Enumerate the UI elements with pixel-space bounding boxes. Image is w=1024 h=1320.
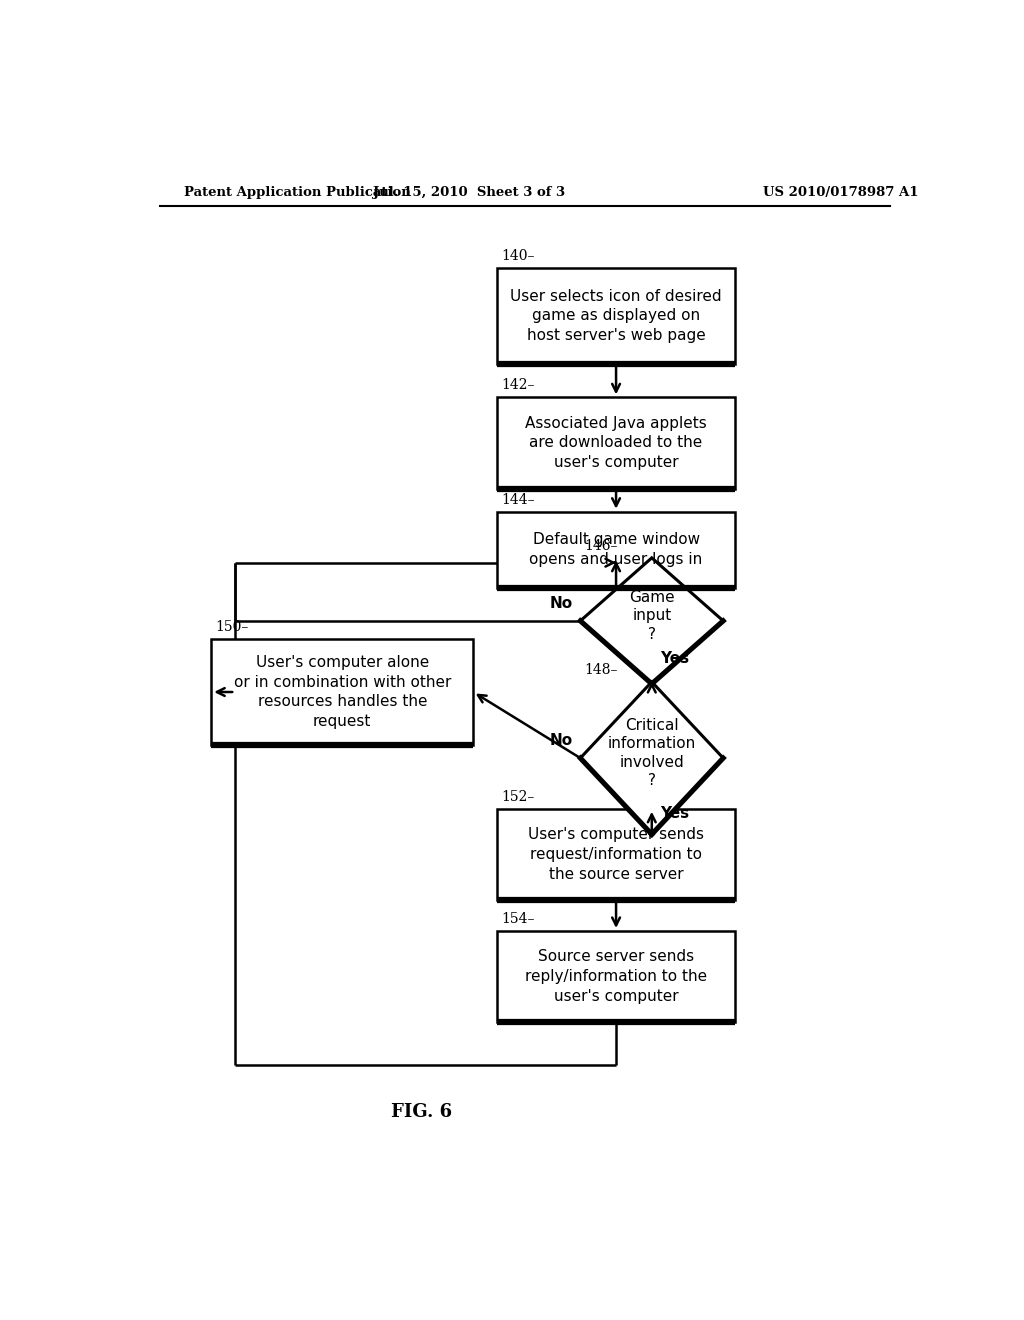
Text: Yes: Yes xyxy=(659,807,689,821)
Text: US 2010/0178987 A1: US 2010/0178987 A1 xyxy=(763,186,919,199)
Text: 150–: 150– xyxy=(215,619,249,634)
Text: User's computer alone
or in combination with other
resources handles the
request: User's computer alone or in combination … xyxy=(233,655,451,729)
Text: Yes: Yes xyxy=(659,651,689,667)
Polygon shape xyxy=(581,682,723,834)
Text: 154–: 154– xyxy=(501,912,535,925)
Bar xyxy=(497,931,735,1022)
Text: Jul. 15, 2010  Sheet 3 of 3: Jul. 15, 2010 Sheet 3 of 3 xyxy=(373,186,565,199)
Text: Patent Application Publication: Patent Application Publication xyxy=(183,186,411,199)
Text: User's computer sends
request/information to
the source server: User's computer sends request/informatio… xyxy=(528,828,705,882)
Text: User selects icon of desired
game as displayed on
host server's web page: User selects icon of desired game as dis… xyxy=(510,289,722,343)
Text: Game
input
?: Game input ? xyxy=(629,590,675,642)
Bar xyxy=(497,397,735,488)
Text: No: No xyxy=(549,733,572,748)
Text: 140–: 140– xyxy=(501,248,535,263)
Text: 152–: 152– xyxy=(501,789,535,804)
Polygon shape xyxy=(581,558,723,684)
Bar xyxy=(497,268,735,364)
Text: No: No xyxy=(549,595,572,611)
Text: FIG. 6: FIG. 6 xyxy=(391,1102,453,1121)
Text: Default game window
opens and user logs in: Default game window opens and user logs … xyxy=(529,532,702,568)
Text: Critical
information
involved
?: Critical information involved ? xyxy=(607,718,696,788)
Bar xyxy=(497,809,735,900)
Text: 148–: 148– xyxy=(585,663,617,677)
Text: 142–: 142– xyxy=(501,378,535,392)
Text: 146–: 146– xyxy=(585,539,617,553)
Bar xyxy=(211,639,473,746)
Bar xyxy=(497,512,735,587)
Text: 144–: 144– xyxy=(501,492,535,507)
Text: Associated Java applets
are downloaded to the
user's computer: Associated Java applets are downloaded t… xyxy=(525,416,707,470)
Text: Source server sends
reply/information to the
user's computer: Source server sends reply/information to… xyxy=(525,949,708,1005)
